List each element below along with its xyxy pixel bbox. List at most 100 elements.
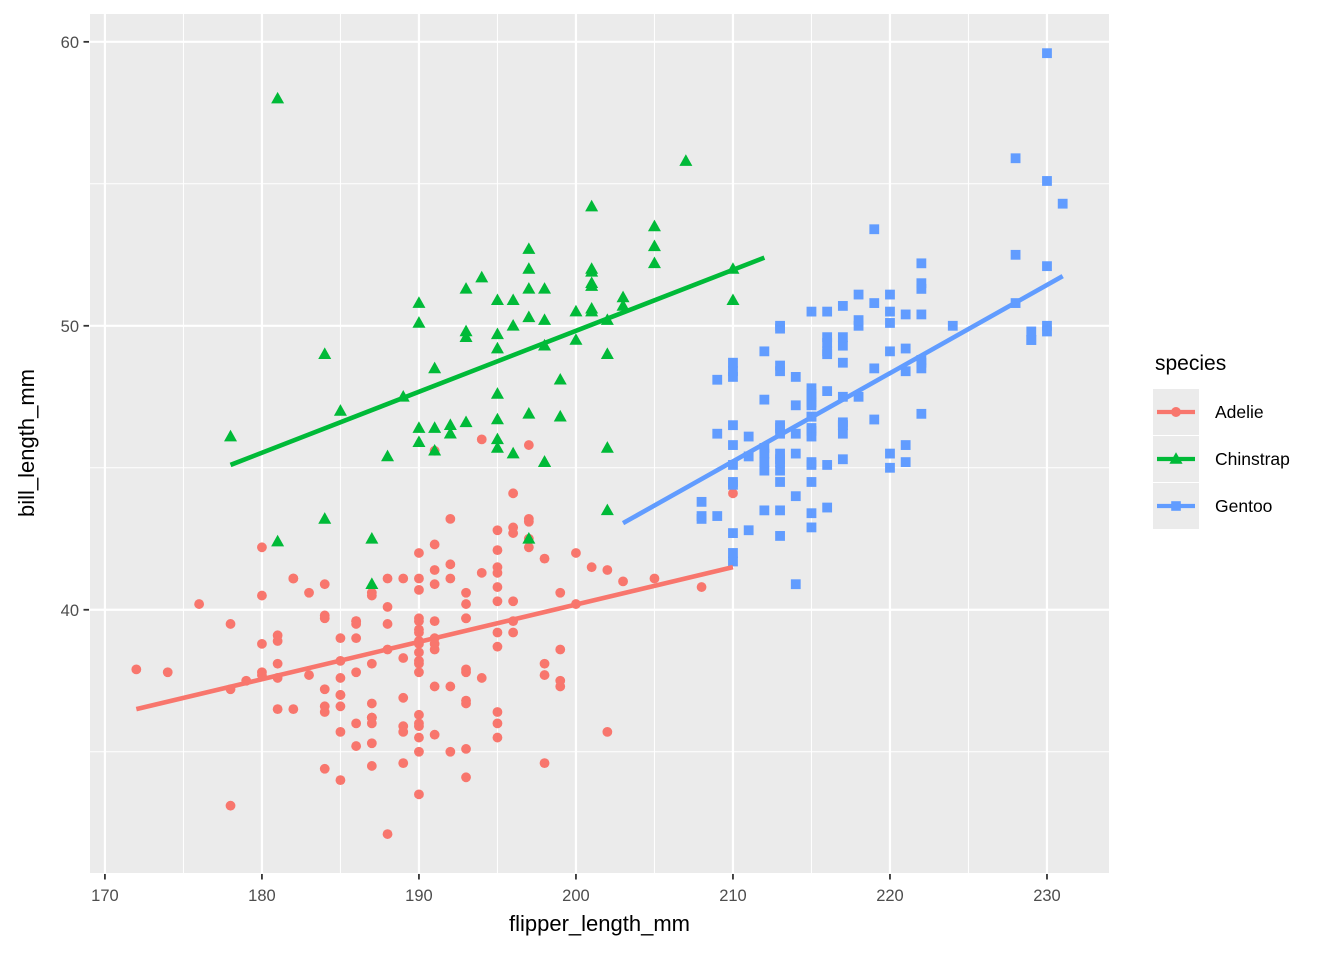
chinstrap-point [412,421,426,433]
x-tick-label: 180 [248,887,276,905]
gentoo-point [790,400,801,411]
adelie-point [461,667,471,678]
adelie-point [476,567,487,578]
gentoo-point [822,346,833,357]
adelie-point [461,695,471,706]
x-tick-label: 190 [405,887,433,905]
legend-item-adelie: Adelie [1153,389,1290,435]
gentoo-point [837,428,848,439]
adelie-point [728,488,738,499]
x-axis-title: flipper_length_mm [509,911,690,936]
adelie-point [414,584,424,595]
gentoo-point [822,337,833,348]
adelie-point [398,653,409,663]
adelie-point [319,701,330,712]
plot-panel [90,14,1109,873]
adelie-point [492,596,503,607]
gentoo-point [822,386,833,397]
adelie-point [523,516,534,527]
adelie-point [445,746,456,757]
chinstrap-point [490,387,504,399]
adelie-point [555,675,566,686]
adelie-point [586,562,597,573]
chinstrap-point [585,199,599,212]
gentoo-point [900,343,911,354]
gentoo-point [775,465,785,476]
gentoo-point [790,579,801,590]
adelie-point [414,721,424,732]
adelie-trend-line [135,564,734,712]
adelie-point [492,562,503,573]
gentoo-point [1042,176,1052,186]
adelie-point [539,758,550,769]
gentoo-point [759,465,770,476]
gentoo-point [900,309,911,320]
adelie-point [492,707,503,717]
gentoo-point [1042,326,1052,337]
adelie-point [492,732,503,743]
gentoo-point [869,298,880,308]
gentoo-point [885,346,895,357]
chinstrap-point [318,347,332,359]
adelie-point [414,627,424,638]
chinstrap-point [522,262,536,274]
adelie-point [539,553,550,564]
adelie-point [523,440,534,450]
chinstrap-point [522,531,536,544]
gentoo-point [837,420,848,431]
x-tick-label: 210 [719,887,747,905]
chinstrap-point [522,282,536,294]
chinstrap-trend-line [229,255,766,468]
adelie-point [492,525,503,536]
chinstrap-point [522,310,536,323]
chinstrap-point [459,415,473,428]
gentoo-point [728,556,738,567]
adelie-point [225,800,236,811]
chinstrap-point [538,313,552,325]
adelie-point [272,636,283,646]
gentoo-point [853,315,864,326]
adelie-point [304,670,314,680]
chinstrap-point [428,443,442,456]
adelie-point [429,539,440,550]
chinstrap-point [412,296,426,308]
chinstrap-point [490,341,504,354]
adelie-point [382,619,393,629]
gentoo-point [806,477,817,487]
gentoo-point [822,502,833,513]
adelie-point [414,746,424,757]
adelie-point [366,698,377,709]
gentoo-point [947,320,958,331]
chinstrap-point [726,293,740,306]
adelie-point [335,633,346,644]
adelie-point [508,528,519,538]
gentoo-point [822,332,833,343]
gentoo-point [916,258,927,269]
chinstrap-point [647,256,661,269]
chinstrap-point [428,361,442,374]
chinstrap-point [647,239,661,252]
chinstrap-point [443,426,457,439]
gentoo-point [728,548,738,558]
adelie-point [257,638,267,649]
adelie-point [555,587,566,598]
chinstrap-point [318,512,332,524]
adelie-point [366,718,377,729]
adelie-point [351,616,362,627]
gentoo-point [1026,326,1037,337]
adelie-point [461,599,471,609]
adelie-point [602,565,613,575]
adelie-point [429,729,440,740]
adelie-point [335,775,346,786]
chinstrap-point [616,299,630,311]
gentoo-point [806,400,817,411]
adelie-point [429,681,440,692]
gentoo-point [806,383,817,394]
gentoo-point [806,457,817,467]
adelie-point [492,718,503,729]
chinstrap-point [569,304,583,317]
adelie-point [194,599,205,609]
gentoo-point [712,428,723,439]
gentoo-point [775,457,785,467]
